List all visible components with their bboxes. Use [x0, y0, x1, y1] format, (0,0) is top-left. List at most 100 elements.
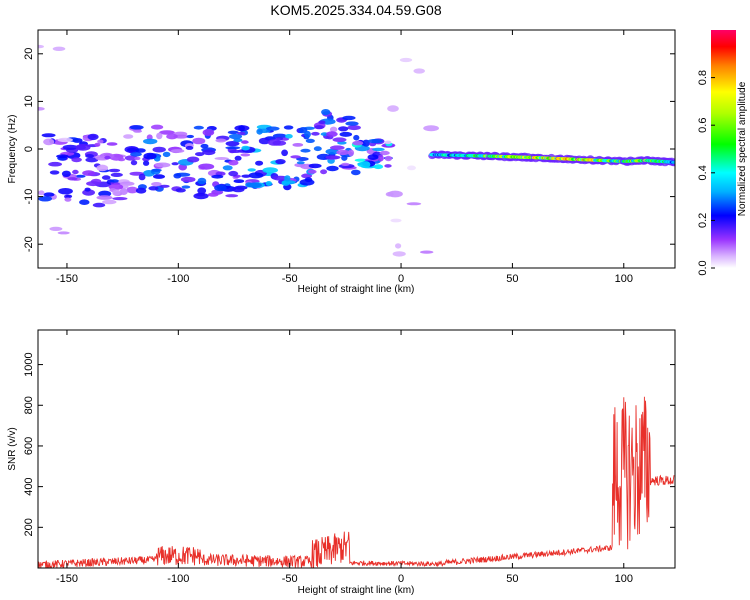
- spectrogram-cell: [248, 172, 264, 179]
- colorbar-ticks: 0.0 0.2 0.4 0.6 0.8: [697, 70, 715, 276]
- snr-y-label: SNR (v/v): [7, 427, 18, 470]
- x-tick-label: -150: [56, 573, 78, 585]
- spectrogram-cell: [193, 192, 209, 200]
- spectrogram-cell: [318, 120, 326, 124]
- spectrogram-cell: [104, 155, 111, 160]
- spectrogram-cell: [202, 129, 215, 136]
- spectrogram-cell: [341, 162, 350, 166]
- spectrogram-cell: [143, 138, 158, 145]
- spectrogram-cell: [148, 186, 159, 191]
- spectrogram-cell: [181, 185, 191, 189]
- spectrogram-cell: [133, 129, 143, 133]
- spectrogram-cell: [338, 126, 349, 132]
- spectrogram-cell: [308, 163, 322, 169]
- x-tick-label: -100: [167, 573, 189, 585]
- spectrogram-cell: [57, 231, 70, 235]
- spectrogram-cell: [228, 133, 243, 140]
- spectrogram-cell: [266, 126, 280, 131]
- spectrogram-cell: [395, 243, 402, 249]
- snr-panel: -150 -100 -50 0 50 100 200 400 600 800 1000 Heigh…: [7, 329, 676, 596]
- colorbar-gradient: [711, 30, 736, 268]
- spectrogram-cell: [166, 133, 178, 140]
- spectrogram-cell: [151, 168, 162, 172]
- spectrogram-cell: [96, 164, 109, 172]
- spectrogram-cell: [119, 188, 128, 195]
- spectrogram-cell: [354, 158, 368, 162]
- spectrogram-marks: [38, 44, 675, 257]
- spectrogram-cell: [241, 140, 249, 144]
- colorbar-tick-label: 0.2: [697, 213, 709, 228]
- spectrogram-cell: [373, 164, 384, 170]
- spectrogram-cell: [135, 148, 146, 153]
- spectrogram-cell: [229, 149, 242, 153]
- spectrogram-cell: [352, 140, 364, 146]
- x-tick-label: 50: [506, 573, 518, 585]
- spectrogram-y-axis: -20 -10 0 10 20: [23, 48, 675, 252]
- spectrogram-cell: [332, 137, 347, 142]
- spectrogram-cell: [112, 197, 128, 201]
- spectrogram-cell: [342, 115, 356, 121]
- spectrogram-cell: [98, 190, 112, 197]
- spectrogram-cell: [407, 165, 416, 171]
- spectrogram-cell: [170, 149, 185, 153]
- y-tick-label: 1000: [23, 352, 35, 376]
- spectrogram-cell: [290, 155, 301, 159]
- spectrogram-cell: [225, 146, 241, 150]
- spectrogram-cell: [320, 169, 328, 175]
- spectrogram-cell: [325, 155, 341, 160]
- spectrogram-cell: [227, 130, 239, 135]
- spectrogram-cell: [294, 163, 306, 168]
- spectrogram-cell: [304, 130, 311, 138]
- spectrogram-cell: [384, 155, 393, 162]
- spectrogram-cell: [124, 155, 138, 161]
- spectrogram-cell: [200, 143, 209, 149]
- spectrogram-cell: [384, 164, 392, 168]
- spectrogram-cell: [49, 226, 63, 231]
- spectrogram-cell: [367, 139, 383, 144]
- spectrogram-cell: [97, 139, 104, 144]
- spectrogram-cell: [281, 149, 288, 157]
- spectrogram-cell: [228, 170, 239, 177]
- spectrogram-cell: [197, 177, 207, 185]
- spectrogram-cell: [311, 131, 320, 136]
- spectrogram-cell: [185, 145, 194, 150]
- spectrogram-cell: [38, 196, 53, 202]
- spectrogram-cell: [351, 169, 361, 176]
- spectrogram-cell: [52, 46, 66, 51]
- spectrogram-cell: [85, 157, 99, 163]
- snr-frame: [37, 329, 676, 569]
- spectrogram-cell: [130, 152, 142, 157]
- spectrogram-cell: [48, 161, 62, 167]
- snr-series-line: [38, 396, 675, 568]
- spectrogram-cell: [379, 150, 390, 156]
- spectrogram-x-label: Height of straight line (km): [298, 284, 415, 295]
- spectrogram-cell: [233, 179, 245, 184]
- spectrogram-cell: [285, 134, 293, 139]
- spectrogram-cell: [281, 180, 291, 186]
- spectrogram-cell: [241, 145, 250, 151]
- x-tick-label: 100: [615, 273, 633, 285]
- spectrogram-cell: [38, 190, 45, 196]
- spectrogram-cell: [283, 125, 294, 130]
- spectrogram-cell: [326, 131, 338, 137]
- spectrogram-cell: [292, 143, 304, 147]
- spectrogram-cell: [130, 160, 138, 166]
- x-tick-label: 0: [398, 273, 404, 285]
- spectrogram-cell: [61, 170, 71, 177]
- spectrogram-cell: [96, 195, 113, 200]
- spectrogram-cell: [272, 140, 287, 146]
- colorbar-tick-label: 0.4: [697, 165, 709, 180]
- spectrogram-cell: [305, 138, 315, 143]
- spectrogram-cell: [228, 159, 239, 166]
- spectrogram-cell: [138, 173, 146, 181]
- y-tick-label: 200: [23, 518, 35, 536]
- x-tick-label: 100: [615, 573, 633, 585]
- spectrogram-cell: [153, 174, 165, 179]
- spectrogram-cell: [75, 144, 91, 151]
- spectrogram-cell: [38, 44, 44, 49]
- spectrogram-cell: [347, 125, 361, 131]
- spectrogram-cell: [258, 137, 271, 145]
- spectrogram-y-label: Frequency (Hz): [7, 115, 18, 184]
- spectrogram-cell: [413, 68, 426, 74]
